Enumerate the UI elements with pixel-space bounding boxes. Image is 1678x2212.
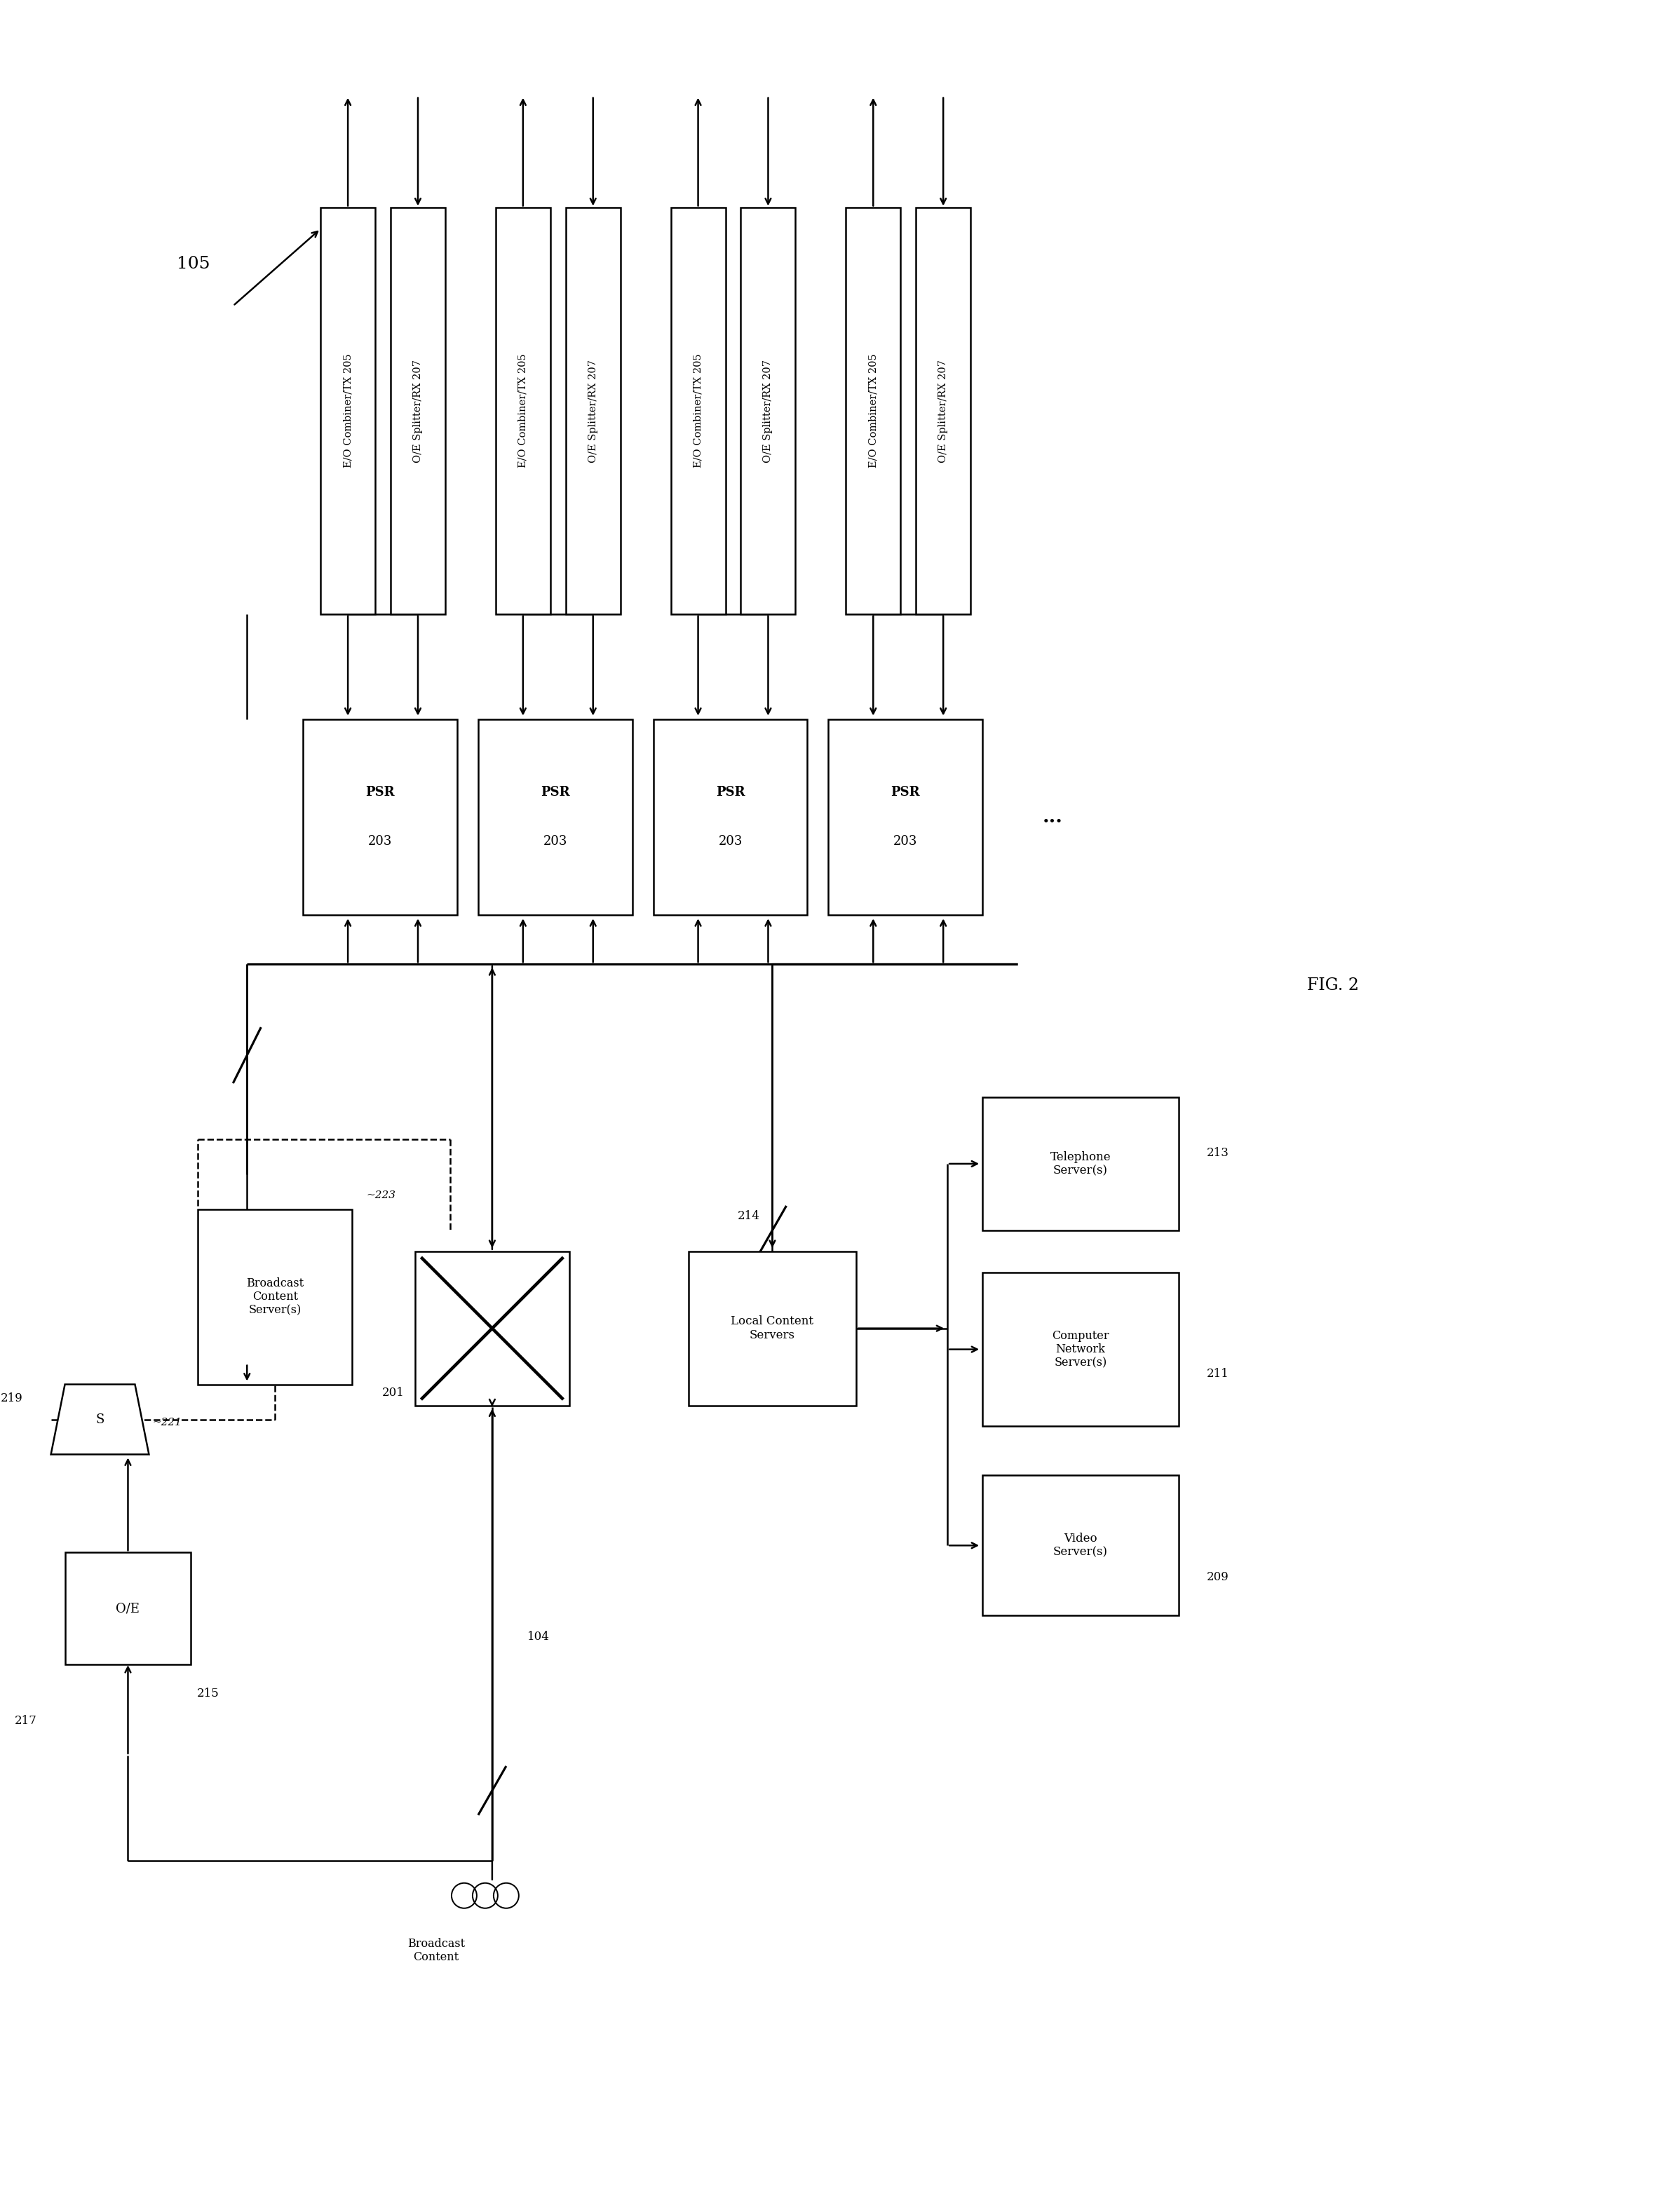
Text: O/E Splitter/RX 207: O/E Splitter/RX 207	[938, 358, 948, 462]
Bar	[565, 208, 621, 615]
Text: ~223: ~223	[366, 1190, 396, 1201]
Text: Local Content
Servers: Local Content Servers	[732, 1316, 814, 1340]
Text: 203: 203	[367, 836, 393, 847]
Text: 213: 213	[1206, 1148, 1228, 1159]
Text: 219: 219	[0, 1391, 23, 1405]
Bar	[846, 208, 901, 615]
Text: Telephone
Server(s): Telephone Server(s)	[1050, 1150, 1111, 1177]
Text: Broadcast
Content: Broadcast Content	[408, 1938, 465, 1964]
Bar	[671, 208, 725, 615]
Text: FIG. 2: FIG. 2	[1307, 978, 1359, 993]
Bar	[983, 1272, 1178, 1427]
Text: ...: ...	[1042, 807, 1062, 827]
Text: 201: 201	[383, 1387, 404, 1398]
Bar	[495, 208, 550, 615]
Text: PSR: PSR	[891, 785, 920, 799]
Bar	[478, 719, 633, 916]
Text: E/O Combiner/TX 205: E/O Combiner/TX 205	[868, 354, 878, 469]
Text: PSR: PSR	[717, 785, 745, 799]
Bar	[688, 1252, 856, 1405]
Text: O/E: O/E	[116, 1601, 139, 1615]
Bar	[916, 208, 970, 615]
Bar	[740, 208, 795, 615]
Bar	[391, 208, 445, 615]
Text: 104: 104	[527, 1630, 549, 1644]
Text: 203: 203	[544, 836, 567, 847]
Bar	[829, 719, 983, 916]
Text: E/O Combiner/TX 205: E/O Combiner/TX 205	[342, 354, 352, 469]
Text: O/E Splitter/RX 207: O/E Splitter/RX 207	[587, 358, 597, 462]
Text: S: S	[96, 1413, 104, 1427]
Text: O/E Splitter/RX 207: O/E Splitter/RX 207	[413, 358, 423, 462]
Text: E/O Combiner/TX 205: E/O Combiner/TX 205	[693, 354, 703, 469]
Text: 203: 203	[893, 836, 918, 847]
Text: Computer
Network
Server(s): Computer Network Server(s)	[1052, 1329, 1109, 1369]
Text: O/E Splitter/RX 207: O/E Splitter/RX 207	[763, 358, 774, 462]
Text: ~221: ~221	[153, 1418, 181, 1427]
Bar	[65, 1553, 191, 1663]
Text: 217: 217	[15, 1714, 37, 1728]
Polygon shape	[50, 1385, 149, 1455]
Text: PSR: PSR	[366, 785, 394, 799]
Text: 203: 203	[718, 836, 742, 847]
Text: Video
Server(s): Video Server(s)	[1054, 1533, 1107, 1557]
Bar	[320, 208, 376, 615]
Text: 209: 209	[1206, 1571, 1228, 1584]
Text: 105: 105	[176, 257, 210, 272]
Text: 215: 215	[196, 1688, 218, 1699]
Text: E/O Combiner/TX 205: E/O Combiner/TX 205	[519, 354, 529, 469]
Bar	[983, 1097, 1178, 1230]
Text: 214: 214	[737, 1210, 760, 1223]
Bar	[653, 719, 807, 916]
Text: PSR: PSR	[540, 785, 571, 799]
Text: 211: 211	[1206, 1367, 1228, 1380]
Text: Broadcast
Content
Server(s): Broadcast Content Server(s)	[247, 1276, 304, 1316]
Bar	[414, 1252, 569, 1405]
Bar	[983, 1475, 1178, 1615]
Bar	[198, 1210, 352, 1385]
Bar	[304, 719, 456, 916]
